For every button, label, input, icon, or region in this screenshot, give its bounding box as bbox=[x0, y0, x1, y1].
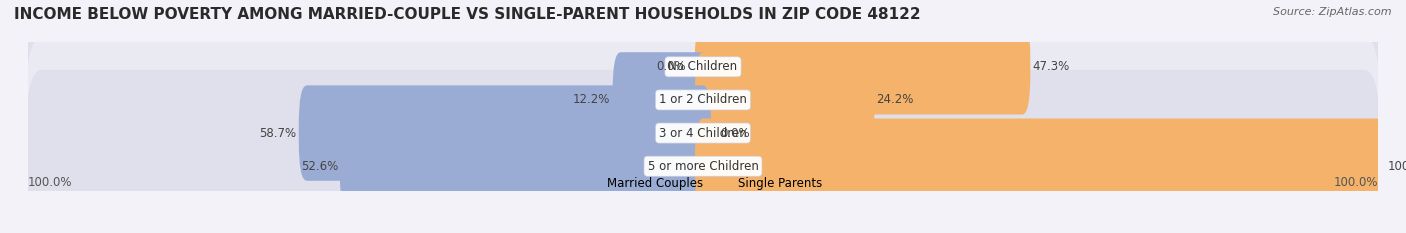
Text: INCOME BELOW POVERTY AMONG MARRIED-COUPLE VS SINGLE-PARENT HOUSEHOLDS IN ZIP COD: INCOME BELOW POVERTY AMONG MARRIED-COUPL… bbox=[14, 7, 921, 22]
FancyBboxPatch shape bbox=[695, 19, 1031, 114]
FancyBboxPatch shape bbox=[298, 85, 711, 181]
FancyBboxPatch shape bbox=[695, 52, 875, 148]
FancyBboxPatch shape bbox=[25, 37, 1381, 230]
Text: 100.0%: 100.0% bbox=[1333, 176, 1378, 189]
FancyBboxPatch shape bbox=[613, 52, 711, 148]
Legend: Married Couples, Single Parents: Married Couples, Single Parents bbox=[581, 175, 825, 193]
FancyBboxPatch shape bbox=[25, 70, 1381, 233]
Text: No Children: No Children bbox=[668, 60, 738, 73]
Text: 58.7%: 58.7% bbox=[260, 127, 297, 140]
Text: 5 or more Children: 5 or more Children bbox=[648, 160, 758, 173]
Text: 100.0%: 100.0% bbox=[1388, 160, 1406, 173]
Text: 47.3%: 47.3% bbox=[1032, 60, 1070, 73]
Text: 1 or 2 Children: 1 or 2 Children bbox=[659, 93, 747, 106]
Text: 12.2%: 12.2% bbox=[574, 93, 610, 106]
Text: 100.0%: 100.0% bbox=[28, 176, 73, 189]
Text: 0.0%: 0.0% bbox=[657, 60, 686, 73]
Text: 3 or 4 Children: 3 or 4 Children bbox=[659, 127, 747, 140]
FancyBboxPatch shape bbox=[695, 119, 1386, 214]
Text: 24.2%: 24.2% bbox=[876, 93, 914, 106]
FancyBboxPatch shape bbox=[25, 0, 1381, 163]
Text: Source: ZipAtlas.com: Source: ZipAtlas.com bbox=[1274, 7, 1392, 17]
FancyBboxPatch shape bbox=[340, 119, 711, 214]
Text: 0.0%: 0.0% bbox=[720, 127, 749, 140]
Text: 52.6%: 52.6% bbox=[301, 160, 337, 173]
FancyBboxPatch shape bbox=[25, 3, 1381, 196]
